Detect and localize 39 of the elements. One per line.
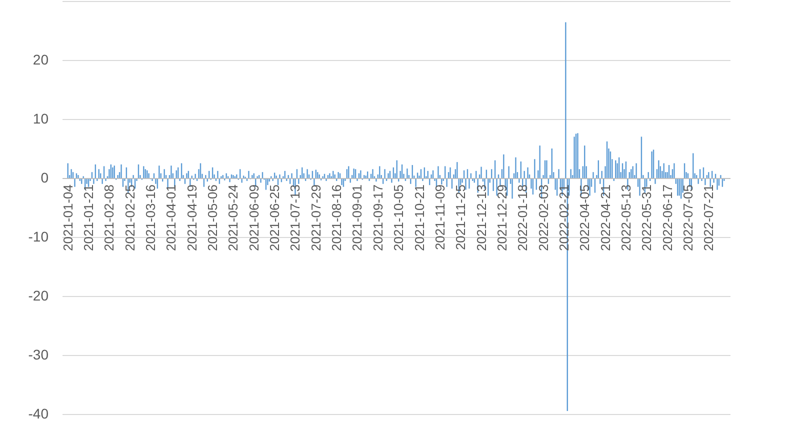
- x-tick-label: 2022-07-05: [680, 184, 696, 251]
- x-tick-label: 2021-10-21: [412, 184, 427, 251]
- x-tick-label: 2021-07-13: [288, 184, 303, 251]
- y-tick-label: -20: [28, 288, 49, 304]
- x-tick-label: 2022-02-03: [536, 184, 551, 251]
- x-tick-label: 2022-04-21: [598, 184, 613, 251]
- x-tick-label: 2021-09-01: [350, 184, 365, 251]
- x-tick-label: 2022-05-13: [618, 184, 634, 251]
- x-tick-label: 2021-05-06: [205, 184, 220, 251]
- y-tick-label: 10: [32, 110, 49, 126]
- y-tick-label: 0: [40, 170, 49, 186]
- x-tick-label: 2021-11-25: [453, 184, 468, 250]
- x-tick-label: 2021-09-17: [370, 184, 386, 251]
- x-tick-label: 2021-02-25: [122, 184, 138, 251]
- x-tick-label: 2021-07-29: [308, 184, 324, 251]
- x-tick-label: 2021-06-25: [267, 184, 282, 251]
- x-tick-label: 2022-05-31: [639, 184, 654, 251]
- x-tick-label: 2022-02-21: [556, 184, 572, 251]
- x-tick-label: 2022-06-17: [660, 184, 675, 251]
- x-tick-label: 2021-10-05: [391, 184, 406, 251]
- y-tick-label: 20: [32, 52, 49, 68]
- x-tick-label: 2021-08-16: [329, 184, 344, 251]
- x-tick-label: 2021-01-21: [81, 184, 96, 251]
- x-tick-label: 2021-04-01: [164, 184, 179, 251]
- x-tick-label: 2021-11-09: [432, 184, 448, 250]
- x-tick-label: 2021-03-16: [143, 184, 158, 251]
- x-tick-label: 2022-07-21: [701, 184, 716, 251]
- x-tick-label: 2021-06-09: [246, 184, 262, 251]
- y-tick-label: -10: [28, 228, 49, 244]
- x-tick-label: 2021-05-24: [226, 184, 241, 251]
- x-tick-label: 2021-02-08: [102, 184, 117, 251]
- x-tick-label: 2021-04-19: [184, 184, 200, 251]
- x-tick-label: 2021-12-29: [494, 184, 510, 251]
- x-tick-label: 2022-04-05: [577, 184, 592, 251]
- x-tick-label: 2021-01-04: [60, 184, 76, 251]
- x-tick-label: 2021-12-13: [474, 184, 489, 251]
- y-tick-label: -40: [28, 406, 49, 422]
- x-tick-label: 2022-01-18: [515, 184, 530, 251]
- y-tick-label: -30: [28, 346, 49, 362]
